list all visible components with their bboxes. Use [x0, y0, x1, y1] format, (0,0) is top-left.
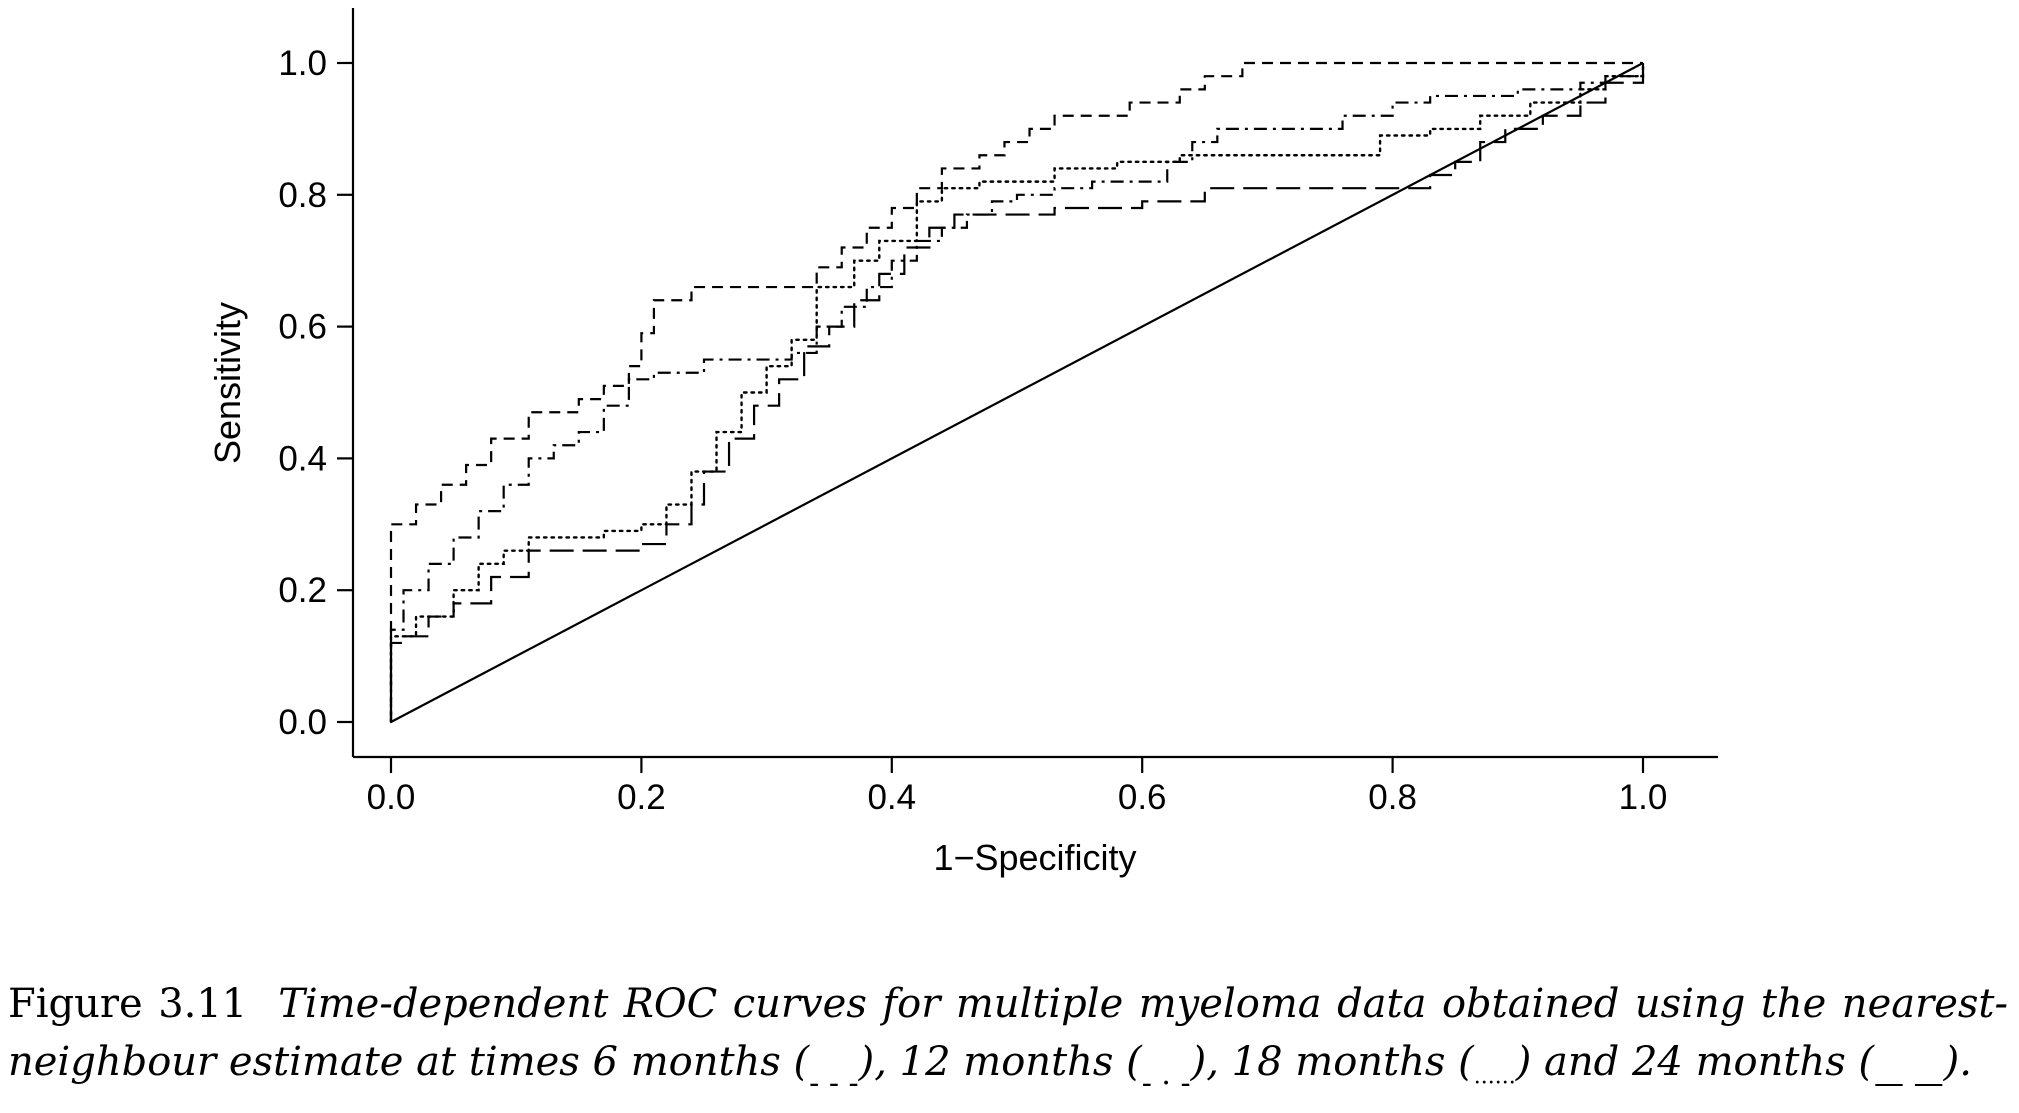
- y-tick-label: 0.4: [278, 439, 327, 478]
- caption-text-2: ), 12 months (: [858, 1039, 1142, 1085]
- tick-labels: 0.0 0.2 0.4 0.6 0.8 1.0 0.0 0.2 0.4 0.6 0.8 1.0: [278, 44, 1667, 817]
- caption-text-4: ) and 24 months (: [1515, 1039, 1875, 1085]
- y-tick-label: 0.8: [278, 176, 327, 215]
- y-axis-title: Sensitivity: [207, 302, 248, 464]
- caption-legend-sample-12-months: - · -: [1141, 1066, 1191, 1101]
- x-axis-title: 1−Specificity: [933, 837, 1136, 878]
- x-tick-label: 0.2: [617, 778, 666, 817]
- y-tick-label: 1.0: [278, 44, 327, 83]
- roc-curve-6-months: [389, 61, 1643, 722]
- caption-text-5: ).: [1943, 1039, 1972, 1085]
- caption-legend-sample-18-months: ······: [1473, 1071, 1516, 1096]
- reference-diagonal-line: [390, 62, 1644, 723]
- y-tick-label: 0.0: [278, 703, 327, 742]
- x-tick-label: 1.0: [1619, 778, 1668, 817]
- x-tick-label: 0.0: [367, 778, 416, 817]
- y-tick-label: 0.6: [278, 308, 327, 347]
- roc-curves: [389, 61, 1645, 724]
- caption-legend-sample-24-months: — —: [1874, 1066, 1944, 1101]
- caption-text-3: ), 18 months (: [1190, 1039, 1474, 1085]
- x-tick-label: 0.6: [1118, 778, 1167, 817]
- chart-axes: [337, 8, 1718, 773]
- figure-caption: Figure 3.11 Time-dependent ROC curves fo…: [8, 975, 2009, 1101]
- caption-text-1: Time-dependent ROC curves for multiple m…: [8, 981, 2009, 1085]
- x-tick-label: 0.8: [1368, 778, 1417, 817]
- y-tick-label: 0.2: [278, 571, 327, 610]
- roc-curve-24-months: [389, 63, 1645, 722]
- caption-legend-sample-6-months: - - -: [809, 1066, 859, 1101]
- roc-curve-12-months: [389, 63, 1645, 722]
- caption-figure-number: Figure 3.11: [8, 981, 248, 1027]
- roc-curve-18-months: [389, 61, 1645, 724]
- roc-chart: 0.0 0.2 0.4 0.6 0.8 1.0 0.0 0.2 0.4 0.6 0.8 1.0 1−S…: [207, 8, 1718, 878]
- x-tick-label: 0.4: [867, 778, 916, 817]
